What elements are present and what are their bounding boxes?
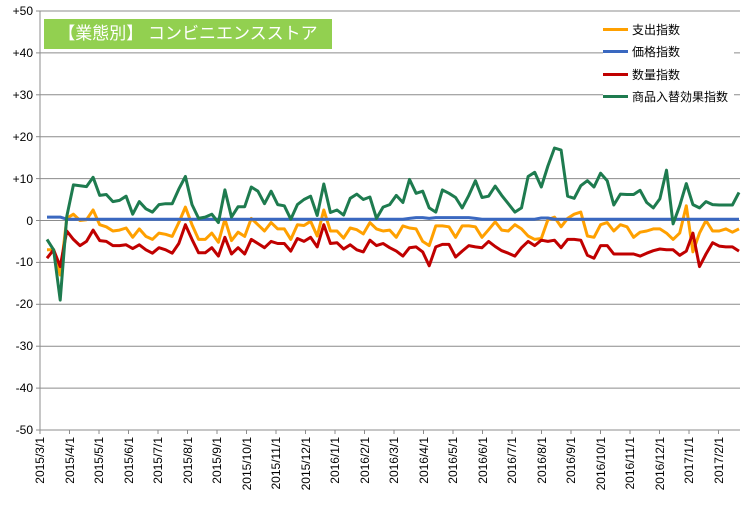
legend-item-product-replacement: 商品入替効果指数 xyxy=(603,86,728,109)
x-tick-label: 2015/10/1 xyxy=(239,437,254,491)
legend-item-spending: 支出指数 xyxy=(603,18,728,41)
series-line-3 xyxy=(45,146,741,302)
y-tick-label: +20 xyxy=(12,129,33,144)
legend-label: 商品入替効果指数 xyxy=(632,90,729,105)
x-tick-label: 2016/7/1 xyxy=(505,437,519,484)
legend-label: 数量指数 xyxy=(632,67,681,82)
series-lines xyxy=(45,146,741,302)
x-tick-label: 2016/11/1 xyxy=(623,437,637,490)
series-line-1 xyxy=(47,215,739,221)
y-tick-label: 0 xyxy=(26,213,33,228)
legend-swatch xyxy=(603,27,628,31)
x-tick-label: 2016/3/1 xyxy=(387,437,401,484)
x-tick-label: 2015/11/1 xyxy=(269,437,283,490)
legend-item-quantity: 数量指数 xyxy=(603,63,728,86)
x-tick-label: 2015/7/1 xyxy=(151,437,165,484)
series-line-0 xyxy=(47,204,740,277)
y-tick-label: -10 xyxy=(15,255,33,270)
chart-title: 【業態別】 コンビニエンスストア xyxy=(44,19,332,49)
axes xyxy=(36,10,719,434)
y-tick-label: -20 xyxy=(15,297,33,312)
x-tick-label: 2016/10/1 xyxy=(593,437,608,491)
legend-swatch xyxy=(603,72,628,76)
y-tick-label: +30 xyxy=(12,87,33,102)
x-tick-label: 2015/8/1 xyxy=(180,437,195,484)
legend-label: 価格指数 xyxy=(632,45,681,60)
x-tick-label: 2016/4/1 xyxy=(416,437,431,484)
y-tick-label: +10 xyxy=(12,171,33,186)
x-tick-label: 2016/9/1 xyxy=(564,437,578,484)
y-tick-label: +50 xyxy=(12,4,33,18)
x-tick-label: 2017/1/1 xyxy=(682,437,696,484)
y-tick-label: +40 xyxy=(12,45,33,60)
x-tick-label: 2015/6/1 xyxy=(121,437,136,484)
legend-swatch xyxy=(603,95,628,99)
x-tick-label: 2015/5/1 xyxy=(92,437,106,484)
x-tick-label: 2015/4/1 xyxy=(62,437,77,484)
legend-swatch xyxy=(603,50,628,54)
x-tick-label: 2015/9/1 xyxy=(210,437,224,484)
x-tick-label: 2016/6/1 xyxy=(475,437,490,484)
x-tick-label: 2016/5/1 xyxy=(446,437,460,484)
x-tick-label: 2016/8/1 xyxy=(534,437,549,484)
x-tick-label: 2016/12/1 xyxy=(652,437,667,491)
legend-item-price: 価格指数 xyxy=(603,41,728,64)
y-tick-label: -50 xyxy=(15,423,33,437)
x-tick-label: 2015/3/1 xyxy=(33,437,47,484)
legend-label: 支出指数 xyxy=(632,22,681,37)
x-tick-label: 2016/2/1 xyxy=(357,437,372,484)
x-tick-label: 2015/12/1 xyxy=(298,437,313,491)
y-tick-label: -30 xyxy=(15,339,33,354)
legend: 支出指数 価格指数 数量指数 商品入替効果指数 xyxy=(603,18,735,109)
x-tick-label: 2016/1/1 xyxy=(328,437,342,484)
x-tick-label: 2017/2/1 xyxy=(711,437,726,484)
series-line-2 xyxy=(45,223,740,269)
y-tick-label: -40 xyxy=(15,381,33,396)
